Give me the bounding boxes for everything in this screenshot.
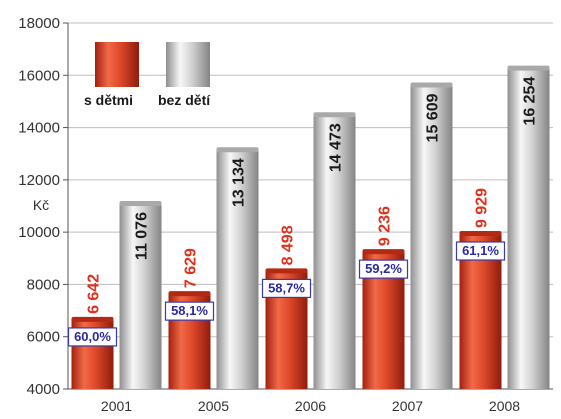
legend-label-bez-deti: bez dětí xyxy=(158,92,211,108)
data-label: 15 609 xyxy=(425,93,442,142)
x-tick-label: 2007 xyxy=(392,398,423,414)
data-label: 9 236 xyxy=(377,206,394,246)
data-label: 7 629 xyxy=(183,248,200,288)
ratio-label: 59,2% xyxy=(365,261,402,276)
x-tick-label: 2006 xyxy=(295,398,326,414)
bar-bez-deti xyxy=(216,150,259,389)
x-tick-label: 2008 xyxy=(489,398,520,414)
y-tick-label: 8000 xyxy=(27,276,60,293)
bar-cap xyxy=(313,112,356,118)
legend-swatch-bez-deti xyxy=(166,42,210,87)
data-label: 13 134 xyxy=(231,158,248,207)
ratio-badge xyxy=(164,301,215,321)
legend: s dětmi bez dětí xyxy=(84,42,211,108)
ratio-badge xyxy=(455,241,506,261)
ratio-label: 60,0% xyxy=(74,329,111,344)
ratio-label: 58,7% xyxy=(268,280,305,295)
x-tick-label: 2005 xyxy=(198,398,229,414)
bar-bez-deti xyxy=(410,85,453,389)
data-label: 8 498 xyxy=(280,225,297,265)
data-label: 16 254 xyxy=(522,77,539,126)
bar-cap xyxy=(362,249,405,255)
ratio-label: 58,1% xyxy=(171,303,208,318)
bar-cap xyxy=(216,147,259,153)
data-label: 6 642 xyxy=(86,274,103,314)
bar-cap xyxy=(459,230,502,236)
bar-cap xyxy=(71,316,114,322)
bar-bez-deti xyxy=(313,115,356,389)
x-tick-label: 2001 xyxy=(101,398,132,414)
y-tick-label: 6000 xyxy=(27,329,60,346)
ratio-label: 61,1% xyxy=(462,243,499,258)
legend-label-s-detmi: s dětmi xyxy=(84,92,133,108)
ratio-badge xyxy=(261,278,312,299)
y-axis-label: Kč xyxy=(33,197,49,213)
y-tick-label: 14000 xyxy=(18,120,60,137)
bar-cap xyxy=(410,82,453,88)
bar-bez-deti xyxy=(507,68,550,389)
y-tick-label: 4000 xyxy=(27,381,60,398)
data-label: 9 929 xyxy=(474,188,491,228)
bar-cap xyxy=(119,201,162,207)
ratio-badge xyxy=(358,259,409,279)
data-label: 14 473 xyxy=(328,123,345,172)
y-tick-label: 12000 xyxy=(18,172,60,189)
bar-cap xyxy=(507,65,550,71)
legend-swatch-s-detmi xyxy=(95,42,139,87)
bar-cap xyxy=(168,291,211,297)
y-tick-label: 10000 xyxy=(18,224,60,241)
bar-bez-deti xyxy=(119,204,162,389)
data-labels: 6 642 11 076 60,0% 7 629 13 134 58,1% 8 498 14 … xyxy=(67,77,539,347)
y-tick-label: 18000 xyxy=(18,15,60,32)
bar-cap xyxy=(265,268,308,274)
ratio-badge xyxy=(67,327,118,347)
y-tick-label: 16000 xyxy=(18,67,60,84)
data-label: 11 076 xyxy=(134,212,151,260)
